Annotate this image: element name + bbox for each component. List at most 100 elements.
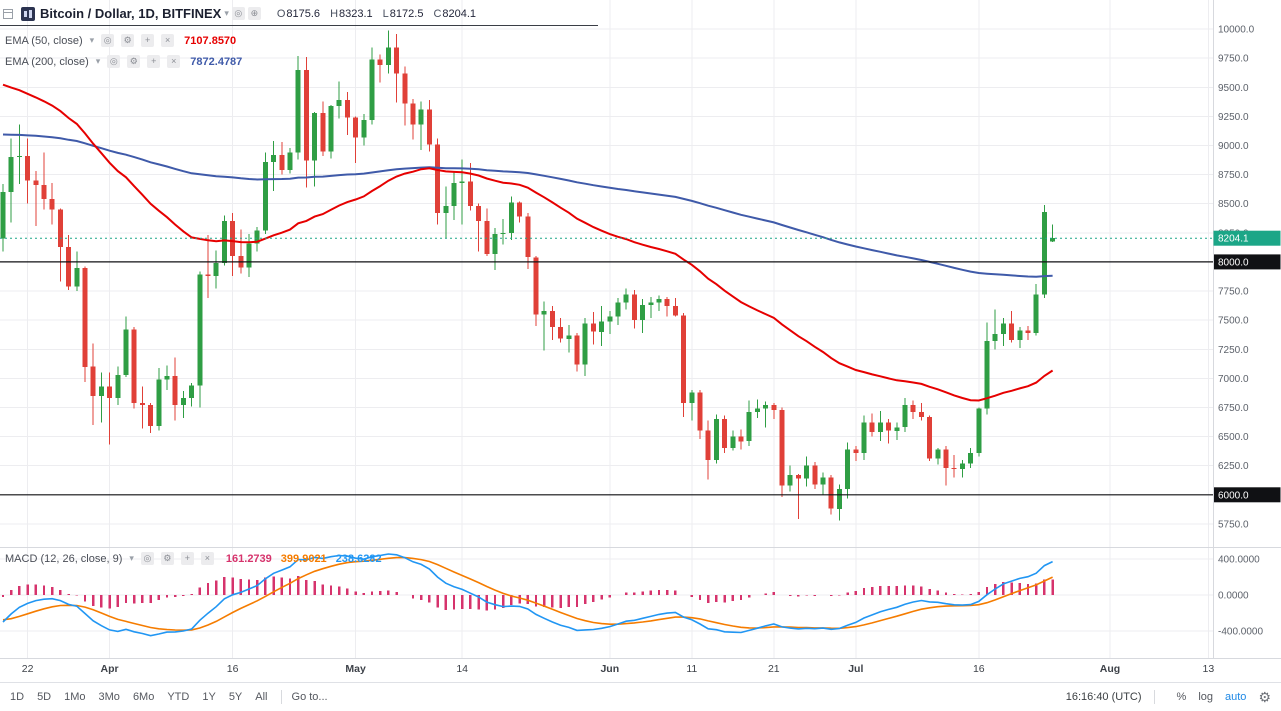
close-value: 8204.1 [442,7,477,20]
close-icon[interactable]: × [167,55,181,68]
add-icon[interactable]: + [141,34,155,47]
settings-gear-icon[interactable]: ⚙ [1258,688,1271,705]
gear-icon[interactable]: ⚙ [121,34,135,47]
high-value: 8323.1 [339,7,373,20]
svg-text:13: 13 [1203,663,1215,675]
close-icon[interactable]: × [200,552,214,565]
close-readout: C8204.1 [433,7,477,20]
range-button-1d[interactable]: 1D [10,691,25,703]
svg-text:9250.0: 9250.0 [1218,112,1249,123]
eye-icon[interactable]: ◎ [101,34,115,47]
indicator-title[interactable]: EMA (50, close) [5,34,83,47]
svg-text:8500.0: 8500.0 [1218,199,1249,210]
svg-text:6000.0: 6000.0 [1218,490,1249,501]
svg-text:16: 16 [973,663,985,675]
auto-scale-button[interactable]: auto [1225,691,1247,703]
indicator-value: 7872.4787 [190,55,243,68]
high-readout: H8323.1 [330,7,373,20]
close-icon[interactable]: × [161,34,175,47]
svg-text:May: May [345,663,366,675]
clock-time: 16:16:40 (UTC) [1065,691,1142,703]
svg-text:7750.0: 7750.0 [1218,287,1249,298]
chevron-down-icon: ▾ [89,35,95,45]
svg-text:0.0000: 0.0000 [1218,591,1249,602]
gear-icon[interactable]: ⚙ [127,55,141,68]
ohlc-readout: O8175.6 H8323.1 L8172.5 C8204.1 [277,8,476,20]
chevron-down-icon: ▾ [95,56,101,66]
svg-text:8204.1: 8204.1 [1218,234,1249,245]
svg-text:Apr: Apr [101,663,119,675]
svg-text:9500.0: 9500.0 [1218,83,1249,94]
panel-menu-icon[interactable] [3,8,13,19]
chevron-down-icon: ▾ [129,553,134,563]
svg-text:7000.0: 7000.0 [1218,374,1249,385]
svg-text:6250.0: 6250.0 [1218,461,1249,472]
symbol-header: Bitcoin / Dollar, 1D, BITFINEX ▾ ◎ ⊕ O81… [3,4,476,23]
svg-text:Jul: Jul [848,663,863,675]
svg-text:7250.0: 7250.0 [1218,345,1249,356]
open-value: 8175.6 [286,7,321,20]
goto-button[interactable]: Go to... [291,691,328,703]
range-button-6mo[interactable]: 6Mo [132,691,155,703]
toolbar-divider [1153,690,1155,704]
price-chart-svg[interactable]: 8000.0 6000.0 5750.0 6250.0 6500.0 6750.0 7000… [0,0,1281,682]
svg-text:8750.0: 8750.0 [1218,170,1249,181]
range-button-ytd[interactable]: YTD [167,691,190,703]
svg-text:16: 16 [227,663,239,675]
toolbar-right: 16:16:40 (UTC) % log auto ⚙ [1066,689,1281,706]
range-button-1y[interactable]: 1Y [202,691,216,703]
svg-text:-400.0000: -400.0000 [1218,627,1263,638]
gear-icon[interactable]: ⚙ [160,552,174,565]
svg-text:10000.0: 10000.0 [1218,25,1255,36]
macd-values: 161.2739 399.9021 238.6282 [226,553,382,565]
range-button-3mo[interactable]: 3Mo [98,691,120,703]
ema-200-line [2,133,1053,278]
macd-histogram [1,575,1054,611]
svg-text:21: 21 [768,663,780,675]
svg-text:9750.0: 9750.0 [1218,54,1249,65]
svg-text:6750.0: 6750.0 [1218,403,1249,414]
svg-text:11: 11 [686,663,697,675]
indicator-title[interactable]: MACD (12, 26, close, 9) [5,552,123,565]
chart-area[interactable]: 8000.0 6000.0 5750.0 6250.0 6500.0 6750.0 7000… [0,0,1281,682]
indicator-value: 7107.8570 [184,34,237,47]
add-icon[interactable]: + [180,552,194,565]
indicator-title[interactable]: EMA (200, close) [5,55,89,68]
macd-histogram-value: 161.2739 [225,552,272,565]
range-button-5d[interactable]: 5D [37,691,52,703]
add-icon[interactable]: + [147,55,161,68]
svg-text:6500.0: 6500.0 [1218,432,1249,443]
percent-scale-button[interactable]: % [1176,691,1187,703]
svg-text:7500.0: 7500.0 [1218,316,1249,327]
range-button-all[interactable]: All [255,691,268,703]
log-scale-button[interactable]: log [1198,691,1214,703]
range-button-5y[interactable]: 5Y [228,691,243,703]
drawn-levels[interactable]: 8000.0 6000.0 [0,254,1281,503]
price-axis[interactable]: 5750.0 6250.0 6500.0 6750.0 7000.0 7250.0 7500… [1218,25,1263,638]
ema-50-line [2,83,1054,402]
macd-line-value: 399.9021 [280,552,327,565]
macd-signal-value: 238.6282 [335,552,382,565]
toolbar-divider [280,690,282,704]
range-selector: 1D 5D 1Mo 3Mo 6Mo YTD 1Y 5Y All Go to... [0,690,328,704]
svg-text:14: 14 [456,663,468,675]
pane-borders [0,0,1281,659]
low-value: 8172.5 [389,7,424,20]
eye-icon[interactable]: ◎ [140,552,154,565]
candlesticks [0,30,1056,521]
eye-icon[interactable]: ◎ [231,7,245,20]
chevron-down-icon[interactable]: ▾ [224,8,229,18]
candlestick-style-icon[interactable] [21,6,35,21]
svg-text:5750.0: 5750.0 [1218,519,1249,530]
range-button-1mo[interactable]: 1Mo [64,691,86,703]
svg-text:8000.0: 8000.0 [1218,257,1249,268]
svg-text:400.0000: 400.0000 [1218,555,1260,566]
symbol-title[interactable]: Bitcoin / Dollar, 1D, BITFINEX [40,6,222,21]
time-axis[interactable]: 22 Apr 16 May 14 Jun 11 21 Jul 16 Aug 13 [22,663,1215,675]
eye-icon[interactable]: ◎ [107,55,121,68]
last-price-label: 8204.1 [1213,230,1281,246]
compare-icon[interactable]: ⊕ [247,7,261,20]
svg-text:Jun: Jun [600,663,619,675]
svg-text:9000.0: 9000.0 [1218,141,1249,152]
svg-text:Aug: Aug [1100,663,1120,675]
